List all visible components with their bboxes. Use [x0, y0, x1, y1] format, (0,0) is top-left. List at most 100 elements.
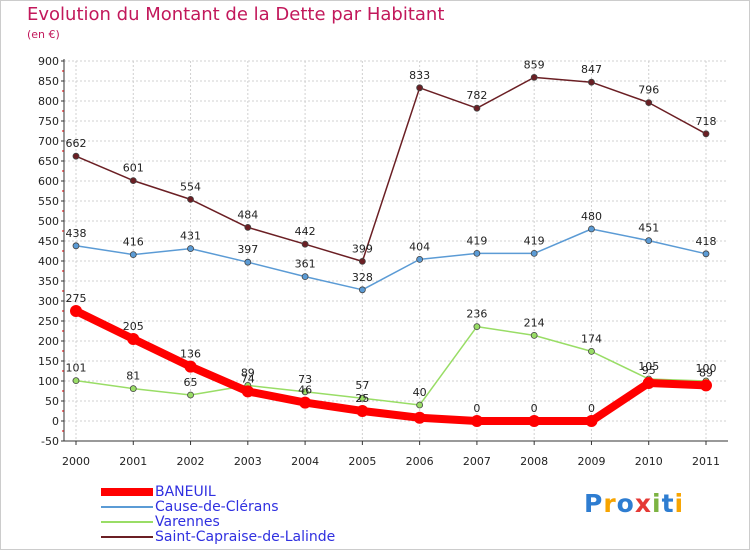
series-line-baneuil	[72, 307, 710, 425]
y-tick-label: -50	[41, 435, 59, 448]
data-point	[244, 258, 252, 266]
data-label: 25	[355, 392, 369, 405]
data-point	[588, 347, 595, 355]
data-point	[187, 245, 194, 253]
data-label: 662	[66, 137, 87, 150]
logo-letter: i	[652, 489, 662, 518]
y-tick-label: 100	[38, 375, 59, 388]
data-label: 89	[241, 366, 255, 379]
data-point	[642, 377, 655, 389]
series-line-varennes	[75, 325, 707, 406]
x-tick-label: 2011	[692, 455, 720, 468]
data-point	[358, 257, 366, 265]
data-point	[129, 251, 137, 259]
data-point	[585, 415, 598, 427]
y-tick-label: 650	[38, 155, 59, 168]
y-tick-label: 300	[38, 295, 59, 308]
data-point	[645, 99, 653, 106]
data-point	[244, 223, 252, 231]
data-point	[358, 286, 366, 294]
proxiti-logo: Proxiti	[584, 489, 684, 518]
data-point	[70, 305, 82, 317]
data-label: 718	[696, 115, 717, 128]
y-tick-label: 400	[38, 255, 59, 268]
data-point	[528, 415, 541, 427]
data-point	[301, 240, 309, 248]
y-tick-label: 900	[38, 55, 59, 68]
data-label: 0	[473, 402, 480, 415]
data-label: 416	[123, 236, 144, 249]
x-tick-label: 2009	[577, 455, 605, 468]
data-label: 65	[184, 376, 198, 389]
data-point	[72, 152, 80, 160]
y-tick-label: 200	[38, 335, 59, 348]
data-label: 419	[524, 234, 545, 247]
series-line-saint-capraise-de-lalinde	[75, 76, 707, 263]
data-point	[702, 250, 710, 258]
data-label: 484	[237, 208, 258, 221]
logo-letter: i	[674, 489, 685, 518]
data-label: 796	[638, 84, 659, 97]
data-label: 833	[409, 69, 430, 82]
data-label: 236	[466, 308, 487, 321]
data-point	[416, 401, 424, 409]
x-tick-label: 2008	[520, 455, 548, 468]
legend-label: Cause-de-Clérans	[155, 498, 279, 515]
data-point	[473, 323, 481, 331]
x-tick-label: 2004	[291, 455, 319, 468]
data-point	[358, 394, 366, 402]
data-label: 554	[180, 180, 201, 193]
legend-item: Saint-Capraise-de-Lalinde	[101, 529, 335, 545]
data-point	[416, 255, 424, 263]
y-tick-label: 600	[38, 175, 59, 188]
data-point	[530, 74, 538, 81]
data-label: 442	[295, 225, 316, 238]
data-point	[700, 379, 712, 392]
data-label: 73	[298, 373, 312, 386]
x-tick-label: 2002	[177, 455, 205, 468]
data-label: 275	[66, 292, 87, 305]
data-label: 361	[295, 258, 316, 271]
y-tick-label: 500	[38, 215, 59, 228]
data-point	[470, 415, 483, 427]
data-label: 136	[180, 348, 201, 361]
data-point	[127, 333, 140, 345]
y-tick-label: 550	[38, 195, 59, 208]
legend-swatch	[101, 535, 153, 538]
data-point	[301, 388, 309, 396]
legend-item: BANEUIL	[101, 484, 335, 500]
legend-swatch	[101, 520, 153, 523]
legend-swatch	[101, 505, 153, 508]
legend-item: Cause-de-Clérans	[101, 498, 335, 515]
data-point	[588, 78, 595, 86]
data-point	[129, 177, 137, 185]
data-label: 74	[241, 372, 255, 385]
data-label: 105	[638, 360, 659, 373]
data-point	[187, 391, 194, 399]
y-tick-label: 250	[38, 315, 59, 328]
logo-letter: P	[584, 489, 604, 518]
x-tick-label: 2007	[463, 455, 491, 468]
data-label: 0	[588, 402, 595, 415]
data-label: 438	[66, 227, 87, 240]
data-point	[473, 249, 481, 257]
data-label: 601	[123, 162, 144, 175]
data-label: 404	[409, 240, 430, 253]
data-label: 847	[581, 63, 602, 76]
data-point	[72, 377, 80, 385]
data-label: 40	[413, 386, 427, 399]
data-label: 451	[638, 222, 659, 235]
logo-letter: o	[616, 489, 635, 518]
y-tick-label: 700	[38, 135, 59, 148]
x-tick-label: 2000	[62, 455, 90, 468]
legend-swatch	[101, 487, 153, 496]
data-label: 399	[352, 242, 373, 255]
data-point	[645, 237, 653, 245]
data-point	[72, 242, 80, 250]
chart-title: Evolution du Montant de la Dette par Hab…	[27, 4, 445, 25]
data-label: 100	[696, 362, 717, 375]
data-label: 418	[696, 235, 717, 248]
data-point	[187, 195, 194, 203]
